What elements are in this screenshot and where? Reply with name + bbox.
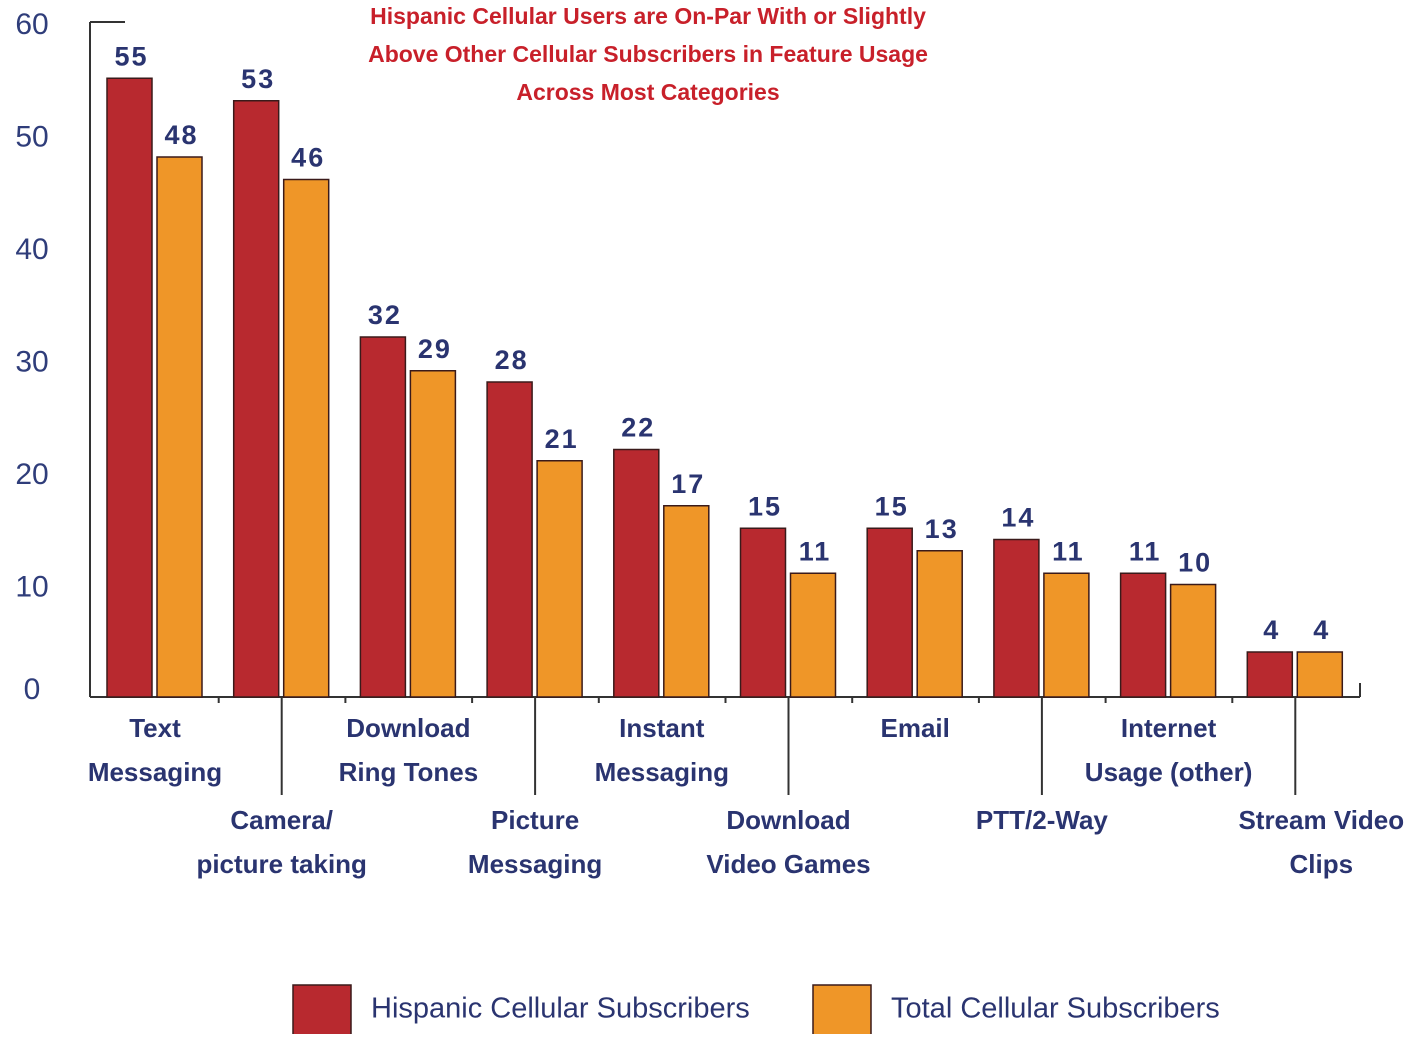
- value-label: 11: [1052, 536, 1085, 566]
- value-label: 17: [671, 469, 705, 499]
- value-label: 13: [925, 514, 959, 544]
- x-tick-label: Stream Video Clips: [1238, 805, 1404, 879]
- y-tick-label: 10: [15, 570, 48, 603]
- value-label: 4: [1263, 615, 1280, 645]
- value-label: 21: [545, 424, 579, 454]
- y-tick-label: 60: [15, 8, 48, 41]
- bar: [486, 381, 533, 698]
- value-label: 46: [291, 143, 325, 173]
- bar: [359, 336, 407, 698]
- bar: [1169, 583, 1217, 698]
- value-label: 29: [418, 334, 452, 364]
- legend-label: Total Cellular Subscribers: [891, 993, 1220, 1025]
- x-tick-label: Internet Usage (other): [1085, 713, 1253, 787]
- x-tick-label: PTT/2-Way: [976, 805, 1108, 835]
- bar: [1119, 572, 1167, 698]
- value-label: 11: [1129, 536, 1162, 566]
- x-tick-label: Picture Messaging: [468, 805, 602, 879]
- value-label: 15: [748, 491, 782, 521]
- x-tick-label: Email: [881, 713, 950, 743]
- bar: [993, 538, 1040, 698]
- value-label: 10: [1178, 548, 1212, 578]
- x-tick-label: Instant Messaging: [595, 713, 729, 787]
- bar: [232, 100, 280, 698]
- x-tick-label: Camera/picture taking: [196, 805, 366, 879]
- bar: [663, 505, 710, 698]
- legend-label: Hispanic Cellular Subscribers: [371, 993, 750, 1025]
- value-label: 22: [621, 413, 655, 443]
- y-tick-label: 20: [15, 458, 48, 491]
- value-label: 32: [368, 300, 402, 330]
- legend-swatch: [292, 984, 352, 1036]
- bar: [613, 448, 660, 698]
- bar: [409, 370, 457, 698]
- x-tick-label: Download Ring Tones: [339, 713, 479, 787]
- value-label: 4: [1313, 615, 1330, 645]
- y-tick-label: 50: [15, 120, 48, 153]
- bar: [156, 156, 203, 698]
- bar: [282, 178, 330, 698]
- bar: [1043, 572, 1090, 698]
- y-tick-label: 40: [15, 233, 48, 266]
- legend-swatch: [812, 984, 872, 1036]
- bar: [739, 527, 787, 698]
- bar: [789, 572, 837, 698]
- x-tick-label: Download Video Games: [706, 805, 870, 879]
- value-label: 53: [241, 64, 275, 94]
- value-label: 48: [164, 120, 198, 150]
- bar: [866, 527, 913, 698]
- bar: [916, 550, 963, 698]
- value-label: 14: [1001, 503, 1035, 533]
- x-tick-label: Text Messaging: [88, 713, 222, 787]
- bar: [106, 77, 153, 698]
- value-label: 15: [875, 491, 909, 521]
- value-label: 55: [114, 41, 148, 71]
- value-label: 11: [799, 536, 832, 566]
- bar: [1246, 651, 1294, 698]
- value-label: 28: [495, 345, 529, 375]
- y-tick-label: 0: [24, 673, 41, 706]
- bar: [536, 460, 583, 698]
- y-tick-label: 30: [15, 345, 48, 378]
- bar: [1296, 651, 1344, 698]
- chart-title: Hispanic Cellular Users are On-Par With …: [368, 3, 928, 105]
